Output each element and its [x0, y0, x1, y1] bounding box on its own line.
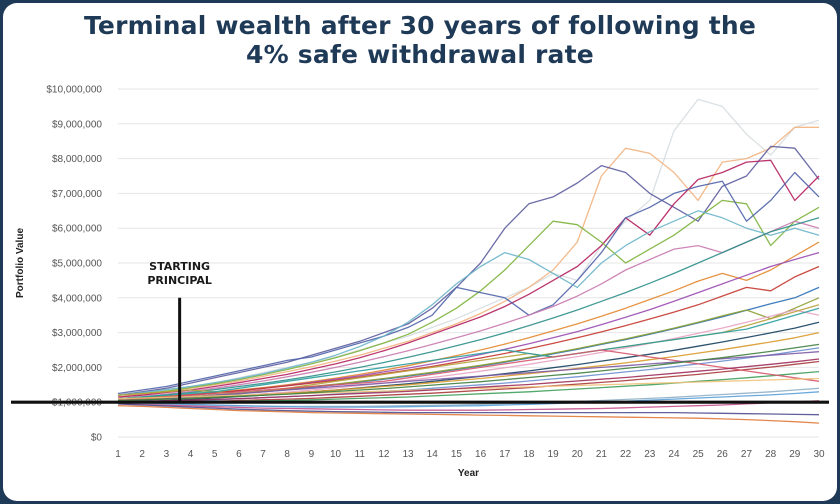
- series-line-7: [117, 210, 820, 396]
- x-tick-label: 22: [620, 449, 632, 460]
- annotation-line-2: PRINCIPAL: [147, 274, 212, 287]
- x-tick-label: 26: [717, 449, 729, 460]
- x-tick-label: 29: [789, 449, 801, 460]
- chart-frame: Terminal wealth after 30 years of follow…: [3, 3, 837, 501]
- x-tick-label: 5: [212, 449, 218, 460]
- y-tick-label: $5,000,000: [52, 259, 102, 270]
- x-tick-label: 13: [403, 449, 415, 460]
- y-tick-label: $7,000,000: [52, 189, 102, 200]
- starting-principal-annotation: STARTING PRINCIPAL: [147, 260, 212, 403]
- series-lines: [117, 98, 820, 424]
- x-tick-label: 15: [451, 449, 463, 460]
- x-tick-label: 16: [475, 449, 487, 460]
- x-tick-label: 28: [765, 449, 777, 460]
- series-line-3: [117, 145, 820, 396]
- x-tick-label: 23: [644, 449, 656, 460]
- x-tick-label: 21: [596, 449, 608, 460]
- x-tick-label: 4: [188, 449, 194, 460]
- x-tick-label: 9: [309, 449, 315, 460]
- y-tick-label: $8,000,000: [52, 154, 102, 165]
- series-line-10: [117, 241, 820, 400]
- y-axis-title: Portfolio Value: [15, 228, 26, 298]
- series-line-32: [117, 343, 820, 402]
- series-line-12: [117, 265, 820, 400]
- series-line-6: [117, 171, 820, 395]
- x-tick-label: 1: [115, 449, 121, 460]
- series-line-29: [117, 377, 820, 400]
- y-tick-label: $6,000,000: [52, 224, 102, 235]
- x-tick-label: 2: [139, 449, 145, 460]
- series-line-4: [117, 159, 820, 398]
- chart-title: Terminal wealth after 30 years of follow…: [3, 11, 837, 69]
- y-tick-label: $0: [91, 433, 103, 444]
- x-tick-label: 12: [378, 449, 390, 460]
- x-tick-label: 24: [668, 449, 680, 460]
- series-line-23: [117, 405, 820, 424]
- chart-title-line-1: Terminal wealth after 30 years of follow…: [83, 11, 757, 40]
- chart-title-line-2: 4% safe withdrawal rate: [246, 40, 594, 69]
- x-tick-label: 6: [236, 449, 242, 460]
- x-tick-label: 19: [548, 449, 560, 460]
- series-line-9: [117, 217, 820, 400]
- x-tick-label: 8: [284, 449, 290, 460]
- y-tick-label: $9,000,000: [52, 119, 102, 130]
- series-line-24: [117, 403, 820, 416]
- x-axis-title: Year: [458, 468, 479, 479]
- x-tick-label: 27: [741, 449, 753, 460]
- x-tick-label: 3: [164, 449, 170, 460]
- annotation-line-1: STARTING: [149, 260, 210, 273]
- series-line-22: [117, 400, 820, 411]
- x-tick-label: 17: [499, 449, 511, 460]
- x-axis-tick-labels: 1 2 3 4 5 6 7 8 9 10 11 12 13 14 15 16 17 18 19 20 21 22 23 24 2…: [115, 449, 825, 460]
- x-tick-label: 7: [260, 449, 266, 460]
- series-line-8: [117, 220, 820, 400]
- x-tick-label: 18: [523, 449, 535, 460]
- x-tick-label: 30: [813, 449, 825, 460]
- series-line-30: [117, 391, 820, 408]
- series-line-2: [117, 126, 819, 398]
- x-tick-label: 11: [355, 449, 366, 460]
- series-line-26: [117, 307, 820, 400]
- x-tick-label: 25: [693, 449, 705, 460]
- y-tick-label: $10,000,000: [46, 85, 102, 96]
- series-line-5: [117, 199, 820, 396]
- y-tick-label: $3,000,000: [52, 328, 102, 339]
- y-tick-label: $4,000,000: [52, 293, 102, 304]
- line-chart: $0$1,000,000$2,000,000$3,000,000$4,000,0…: [11, 85, 829, 479]
- series-line-31: [117, 358, 820, 403]
- series-line-27: [117, 349, 820, 402]
- y-axis-tick-labels: $0$1,000,000$2,000,000$3,000,000$4,000,0…: [46, 85, 102, 444]
- y-tick-label: $2,000,000: [52, 363, 102, 374]
- x-tick-label: 14: [427, 449, 439, 460]
- x-tick-label: 20: [572, 449, 584, 460]
- x-tick-label: 10: [330, 449, 342, 460]
